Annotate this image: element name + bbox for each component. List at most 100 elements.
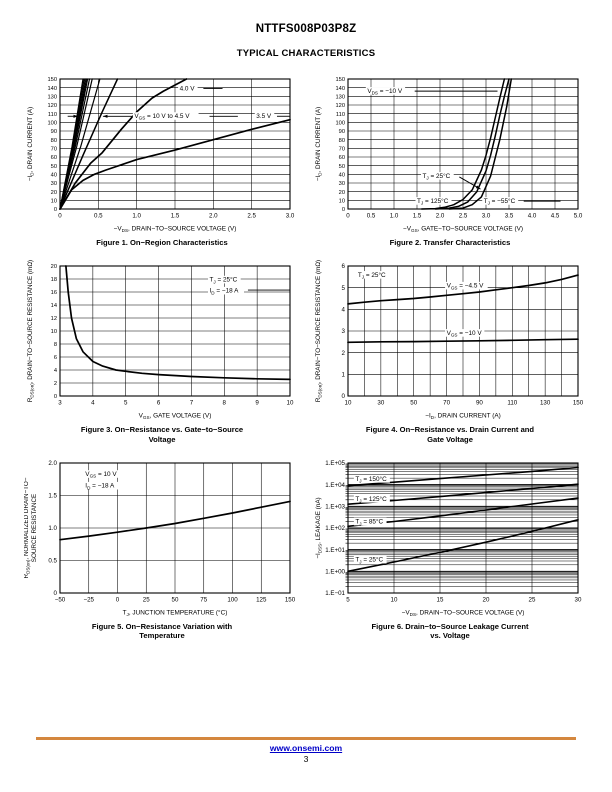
tick-labels: 10 30 50 70 90 110 130 150 0 1 2 3 4 5 6 <box>342 263 584 406</box>
series-vgs-bundle-7 <box>59 78 93 210</box>
svg-text:16: 16 <box>51 290 57 296</box>
svg-text:100: 100 <box>48 120 58 126</box>
svg-text:4: 4 <box>342 306 346 313</box>
svg-text:1.0: 1.0 <box>132 213 141 220</box>
plot-frame <box>59 265 291 397</box>
series-tj-25c <box>434 78 510 210</box>
svg-text:120: 120 <box>48 103 58 109</box>
annotations: VGS = 10 V ID = −18 A <box>83 469 120 490</box>
series-rdson-vs-vgs <box>65 265 291 381</box>
series-vgs-4.0v <box>59 78 188 210</box>
svg-text:25: 25 <box>529 596 536 603</box>
svg-text:80: 80 <box>51 138 57 144</box>
plot-frame <box>59 78 291 210</box>
svg-text:70: 70 <box>443 399 450 406</box>
svg-text:5: 5 <box>124 399 128 406</box>
figure-1-plot: 0 0.5 1.0 1.5 2.0 2.5 3.0 0 10 20 30 40 50 60 70 80 90 10… <box>27 77 295 234</box>
figure-6-plot: 5 10 15 20 25 30 1.E−01 1.E+00 1.E+01 1.E+02 1.E+0… <box>315 460 582 617</box>
annotation: TJ = 125°C <box>417 197 449 206</box>
svg-text:150: 150 <box>285 596 296 603</box>
figure-5: −50 −25 0 25 50 75 100 125 150 0 0.5 1.0 1.5 2.0 VGS =… <box>18 455 306 642</box>
gridlines <box>60 265 290 396</box>
svg-text:10: 10 <box>391 596 398 603</box>
series-vgs-3.5v <box>59 118 291 210</box>
svg-text:150: 150 <box>48 77 58 83</box>
footer-rule <box>36 737 576 740</box>
plot-frame <box>59 462 291 594</box>
svg-text:70: 70 <box>51 146 57 152</box>
x-axis-label: −VDS, DRAIN−TO−SOURCE VOLTAGE (V) <box>114 226 237 234</box>
svg-text:1.E+04: 1.E+04 <box>325 481 345 488</box>
svg-text:0: 0 <box>346 213 350 220</box>
series-tj-25c <box>347 518 579 572</box>
figure-4: 10 30 50 70 90 110 130 150 0 1 2 3 4 5 6 TJ = 25°C VGS =… <box>306 258 594 445</box>
svg-text:90: 90 <box>51 129 57 135</box>
svg-text:3: 3 <box>58 399 62 406</box>
svg-text:40: 40 <box>51 172 57 178</box>
gridlines <box>348 79 578 209</box>
svg-text:1.5: 1.5 <box>48 492 57 499</box>
svg-text:30: 30 <box>377 399 384 406</box>
annotations: 4.0 V VGS = 10 V to 4.5 V 3.5 V <box>67 84 290 121</box>
svg-text:1.E+05: 1.E+05 <box>325 460 345 467</box>
svg-text:12: 12 <box>51 316 57 322</box>
plot-frame <box>347 265 579 397</box>
svg-text:1.E−01: 1.E−01 <box>325 590 345 597</box>
svg-text:130: 130 <box>336 94 346 100</box>
annotation: ID = −18 A <box>210 288 240 296</box>
plot-frame <box>347 462 579 594</box>
svg-text:80: 80 <box>339 138 345 144</box>
tick-labels: 0 0.5 1.0 1.5 2.0 2.5 3.0 0 10 20 30 40 50 60 70 80 90 10… <box>48 77 295 219</box>
page-header: NTTFS008P03P8Z TYPICAL CHARACTERISTICS <box>0 0 612 59</box>
svg-text:20: 20 <box>483 596 490 603</box>
svg-text:7: 7 <box>190 399 194 406</box>
series-vgs-4.5v <box>59 78 119 210</box>
svg-text:1.E+00: 1.E+00 <box>325 568 345 575</box>
svg-text:3: 3 <box>342 328 346 335</box>
page-number: 3 <box>303 753 309 764</box>
series-tj-minus55c <box>448 78 513 210</box>
onsemi-link[interactable]: www.onsemi.com <box>269 742 343 753</box>
series-vgs-minus10v <box>347 338 579 344</box>
svg-text:−50: −50 <box>55 596 66 603</box>
svg-text:110: 110 <box>507 399 517 406</box>
svg-text:2.5: 2.5 <box>247 213 256 220</box>
svg-text:20: 20 <box>339 190 345 196</box>
svg-text:110: 110 <box>336 112 345 118</box>
svg-text:70: 70 <box>339 146 345 152</box>
figure-5-caption: Figure 5. On−Resistance Variation with T… <box>91 621 233 641</box>
svg-text:8: 8 <box>54 342 57 348</box>
x-axis-label: −ID, DRAIN CURRENT (A) <box>425 412 500 420</box>
section-title: TYPICAL CHARACTERISTICS <box>236 48 376 59</box>
y-axis-label: −ID, DRAIN CURRENT (A) <box>315 107 323 181</box>
y-axis-label: RDS(on), DRAIN−TO−SOURCE RESISTANCE (mΩ) <box>315 260 323 402</box>
svg-text:6: 6 <box>54 355 57 361</box>
svg-text:2.0: 2.0 <box>48 460 57 467</box>
y-axis-label: −ID, DRAIN CURRENT (A) <box>27 107 35 181</box>
figure-4-plot: 10 30 50 70 90 110 130 150 0 1 2 3 4 5 6 TJ = 25°C VGS =… <box>315 260 584 420</box>
figure-3: 3 4 5 6 7 8 9 10 0 2 4 6 8 10 12 14 16 18 20 TJ = 25°C ID = … <box>18 258 306 445</box>
svg-text:2.5: 2.5 <box>459 213 468 220</box>
tick-labels: 0 0.5 1.0 1.5 2.0 2.5 3.0 3.5 4.0 4.5 5.0 0 10 20 30 40… <box>336 77 583 219</box>
svg-text:14: 14 <box>51 303 57 309</box>
series-vgs-minus4.5v <box>347 274 579 305</box>
y-axis-label: SOURCE RESISTANCE <box>31 493 38 561</box>
svg-text:1.0: 1.0 <box>48 525 57 532</box>
charts-grid: 0 0.5 1.0 1.5 2.0 2.5 3.0 0 10 20 30 40 50 60 70 80 90 10… <box>0 71 612 641</box>
annotation: TJ = 25°C <box>355 555 383 564</box>
svg-text:2: 2 <box>342 350 346 357</box>
annotation: 3.5 V <box>256 113 272 120</box>
svg-text:5.0: 5.0 <box>574 213 583 220</box>
svg-text:3.0: 3.0 <box>286 213 295 220</box>
svg-text:140: 140 <box>336 86 346 92</box>
svg-text:2.0: 2.0 <box>209 213 218 220</box>
svg-text:90: 90 <box>339 129 345 135</box>
tick-labels: −50 −25 0 25 50 75 100 125 150 0 0.5 1.0 1.5 2.0 <box>48 460 295 603</box>
svg-text:50: 50 <box>410 399 417 406</box>
figure-6: 5 10 15 20 25 30 1.E−01 1.E+00 1.E+01 1.E+02 1.E+0… <box>306 455 594 642</box>
svg-text:0: 0 <box>342 393 346 400</box>
svg-text:0: 0 <box>54 394 57 400</box>
annotations: VDS = −10 V TJ = 25°C TJ = 125°C TJ = −55°C <box>365 87 561 206</box>
figure-3-caption: Figure 3. On−Resistance vs. Gate−to−Sour… <box>80 424 244 444</box>
svg-text:40: 40 <box>339 172 345 178</box>
